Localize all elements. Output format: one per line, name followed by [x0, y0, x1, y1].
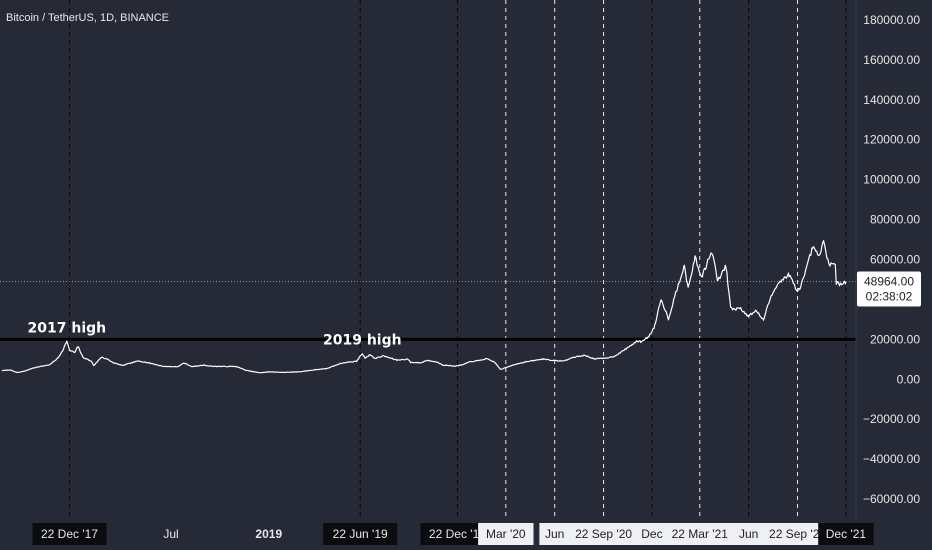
x-axis[interactable]: 22 Dec '17 Jul 2019 22 Jun '19 22 Dec '19 Mar…	[0, 519, 932, 550]
bar-countdown: 02:38:02	[866, 290, 913, 304]
vertical-date-lines	[68, 0, 847, 519]
y-tick-label[interactable]: 100000.00	[863, 173, 920, 187]
x-tick-label[interactable]: 2019	[255, 527, 282, 541]
y-tick-label[interactable]: −40000.00	[863, 452, 920, 466]
x-tick-label[interactable]: Jul	[163, 527, 178, 541]
x-tick-box	[636, 523, 668, 545]
price-scale-background	[856, 0, 932, 519]
price-series	[1, 240, 847, 374]
x-tick-box	[818, 523, 874, 545]
x-tick-box	[662, 523, 737, 545]
annotation-label: 2019 high	[323, 333, 402, 349]
x-tick-label[interactable]: 22 Mar '21	[672, 527, 729, 541]
x-tick-box	[733, 523, 764, 545]
x-tick-box	[420, 523, 495, 545]
last-price-box	[857, 271, 921, 307]
y-tick-label[interactable]: 140000.00	[863, 93, 920, 107]
x-tick-box	[478, 523, 534, 545]
x-tick-label[interactable]: Mar '20	[486, 527, 526, 541]
x-tick-label[interactable]: Dec	[641, 527, 662, 541]
x-tick-label[interactable]: Jun	[739, 527, 758, 541]
x-tick-label[interactable]: 22 Jun '19	[333, 527, 388, 541]
annotation-label: 2017 high	[28, 321, 107, 337]
chart-title: Bitcoin / TetherUS, 1D, BINANCE	[6, 12, 169, 24]
x-tick-label[interactable]: 22 Dec '17	[41, 527, 98, 541]
y-tick-label[interactable]: 60000.00	[870, 253, 920, 267]
x-tick-label[interactable]: Dec '21	[826, 527, 867, 541]
x-tick-box	[323, 523, 398, 545]
y-tick-label[interactable]: 120000.00	[863, 133, 920, 147]
y-tick-label[interactable]: 80000.00	[870, 213, 920, 227]
x-tick-label[interactable]: 22 Dec '19	[429, 527, 486, 541]
x-tick-box	[539, 523, 570, 545]
y-tick-label[interactable]: 180000.00	[863, 13, 920, 27]
x-tick-label[interactable]: 22 Sep '20	[575, 527, 632, 541]
y-tick-label[interactable]: 0.00	[897, 372, 921, 386]
price-line	[1, 240, 847, 374]
y-tick-label[interactable]: −20000.00	[863, 412, 920, 426]
y-tick-label[interactable]: 20000.00	[870, 332, 920, 346]
annotations: 2017 high 2019 high	[28, 321, 402, 349]
x-tick-label[interactable]: 22 Sep '21	[769, 527, 826, 541]
x-tick-box	[566, 523, 641, 545]
x-tick-box	[32, 523, 107, 545]
x-tick-box	[760, 523, 835, 545]
y-tick-label[interactable]: −60000.00	[863, 492, 920, 506]
x-tick-label[interactable]: Jun	[545, 527, 564, 541]
horizontal-level-line	[0, 281, 856, 341]
last-price-value: 48964.00	[864, 275, 914, 289]
y-tick-label[interactable]: 160000.00	[863, 53, 920, 67]
